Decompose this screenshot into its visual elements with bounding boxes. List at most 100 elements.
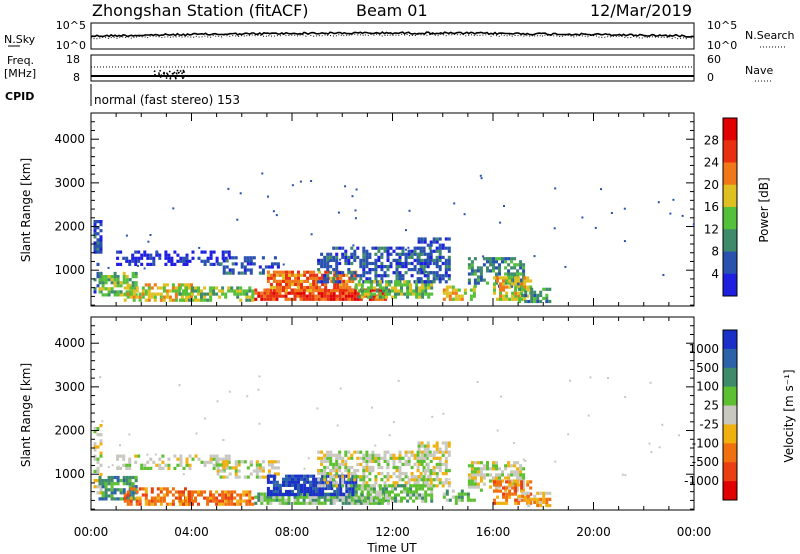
range-gate-cell bbox=[401, 277, 405, 281]
range-gate-cell bbox=[470, 263, 474, 267]
range-gate-cell bbox=[335, 453, 339, 457]
range-gate-cell bbox=[188, 259, 192, 263]
range-gate-cell bbox=[359, 498, 363, 502]
range-gate-cell bbox=[476, 381, 479, 384]
range-gate-cell bbox=[365, 481, 369, 485]
range-gate-cell bbox=[152, 262, 156, 266]
range-gate-cell bbox=[227, 502, 231, 506]
range-gate-cell bbox=[368, 469, 372, 473]
range-gate-cell bbox=[294, 493, 297, 497]
nave-tick-bottom: 0 bbox=[707, 71, 714, 84]
range-gate-cell bbox=[249, 262, 253, 266]
range-gate-cell bbox=[98, 482, 102, 486]
range-gate-cell bbox=[96, 466, 100, 470]
range-gate-cell bbox=[329, 291, 333, 295]
range-gate-cell bbox=[420, 462, 424, 466]
range-gate-cell bbox=[308, 495, 312, 499]
range-gate-cell bbox=[185, 256, 189, 260]
range-gate-cell bbox=[368, 297, 372, 301]
range-gate-cell bbox=[516, 476, 520, 480]
range-gate-cell bbox=[496, 429, 499, 432]
range-gate-cell bbox=[272, 486, 276, 491]
range-gate-cell bbox=[178, 493, 182, 497]
range-gate-cell bbox=[426, 469, 430, 473]
range-gate-cell bbox=[215, 454, 219, 458]
range-gate-cell bbox=[147, 298, 151, 302]
range-gate-cell bbox=[467, 476, 471, 480]
colorbar-tick-label: 500 bbox=[696, 361, 719, 375]
range-gate-cell bbox=[269, 273, 273, 277]
range-gate-cell bbox=[96, 241, 100, 245]
range-gate-cell bbox=[281, 498, 285, 502]
range-gate-cell bbox=[216, 400, 219, 403]
range-gate-cell bbox=[209, 460, 213, 464]
range-gate-cell bbox=[140, 466, 144, 470]
range-gate-cell bbox=[356, 462, 360, 466]
y-tick-label: 4000 bbox=[54, 336, 85, 350]
range-gate-cell bbox=[444, 447, 448, 451]
range-gate-cell bbox=[432, 453, 436, 457]
range-gate-cell bbox=[533, 500, 537, 504]
range-gate-cell bbox=[267, 463, 271, 467]
range-gate-cell bbox=[365, 462, 369, 466]
range-gate-cell bbox=[403, 283, 407, 287]
range-gate-cell bbox=[107, 466, 110, 469]
range-gate-cell bbox=[335, 274, 339, 278]
range-gate-cell bbox=[432, 450, 436, 454]
range-gate-cell bbox=[278, 495, 282, 499]
range-gate-cell bbox=[116, 479, 120, 483]
range-gate-cell bbox=[212, 457, 216, 461]
range-gate-cell bbox=[413, 252, 417, 256]
range-gate-cell bbox=[153, 298, 157, 302]
range-gate-cell bbox=[479, 488, 483, 492]
range-gate-cell bbox=[394, 286, 397, 290]
range-gate-cell bbox=[447, 255, 451, 259]
range-gate-cell bbox=[520, 486, 524, 490]
range-gate-cell bbox=[246, 466, 250, 470]
range-gate-cell bbox=[288, 279, 291, 283]
range-gate-cell bbox=[539, 500, 543, 504]
range-gate-cell bbox=[460, 495, 464, 499]
range-gate-cell bbox=[374, 501, 378, 505]
range-gate-cell bbox=[269, 501, 273, 505]
freq-panel: Freq. [MHz] 18 8 60 0 Nave bbox=[4, 53, 773, 84]
range-gate-cell bbox=[326, 456, 330, 460]
range-gate-cell bbox=[260, 291, 264, 295]
range-gate-cell bbox=[93, 448, 97, 452]
range-gate-cell bbox=[272, 210, 275, 213]
range-gate-cell bbox=[417, 447, 421, 451]
range-gate-cell bbox=[197, 502, 200, 506]
range-gate-cell bbox=[315, 289, 319, 293]
range-gate-cell bbox=[403, 280, 407, 284]
range-gate-cell bbox=[122, 278, 126, 282]
range-gate-cell bbox=[224, 454, 228, 458]
range-gate-cell bbox=[422, 249, 426, 253]
range-gate-cell bbox=[435, 465, 439, 470]
range-gate-cell bbox=[272, 495, 276, 499]
range-gate-cell bbox=[329, 265, 333, 269]
range-gate-cell bbox=[194, 286, 197, 290]
range-gate-cell bbox=[392, 456, 396, 460]
range-gate-cell bbox=[482, 257, 486, 261]
range-gate-cell bbox=[101, 278, 105, 282]
range-gate-cell bbox=[404, 462, 408, 466]
range-gate-cell bbox=[291, 489, 294, 494]
range-gate-cell bbox=[445, 288, 449, 292]
range-gate-cell bbox=[275, 480, 279, 484]
range-gate-cell bbox=[178, 384, 181, 387]
range-gate-cell bbox=[447, 481, 451, 485]
range-gate-cell bbox=[308, 291, 312, 295]
range-gate-cell bbox=[342, 279, 346, 283]
range-gate-cell bbox=[513, 470, 517, 474]
range-gate-cell bbox=[272, 273, 276, 277]
range-gate-cell bbox=[435, 478, 439, 482]
range-gate-cell bbox=[513, 263, 517, 267]
range-gate-cell bbox=[369, 292, 373, 296]
range-gate-cell bbox=[415, 496, 419, 500]
range-gate-cell bbox=[231, 256, 235, 260]
range-gate-cell bbox=[174, 490, 178, 494]
velocity-colorbar-label: Velocity [m s⁻¹] bbox=[782, 369, 796, 462]
range-gate-cell bbox=[164, 463, 168, 467]
range-gate-cell bbox=[128, 290, 132, 294]
range-gate-cell bbox=[486, 257, 489, 261]
